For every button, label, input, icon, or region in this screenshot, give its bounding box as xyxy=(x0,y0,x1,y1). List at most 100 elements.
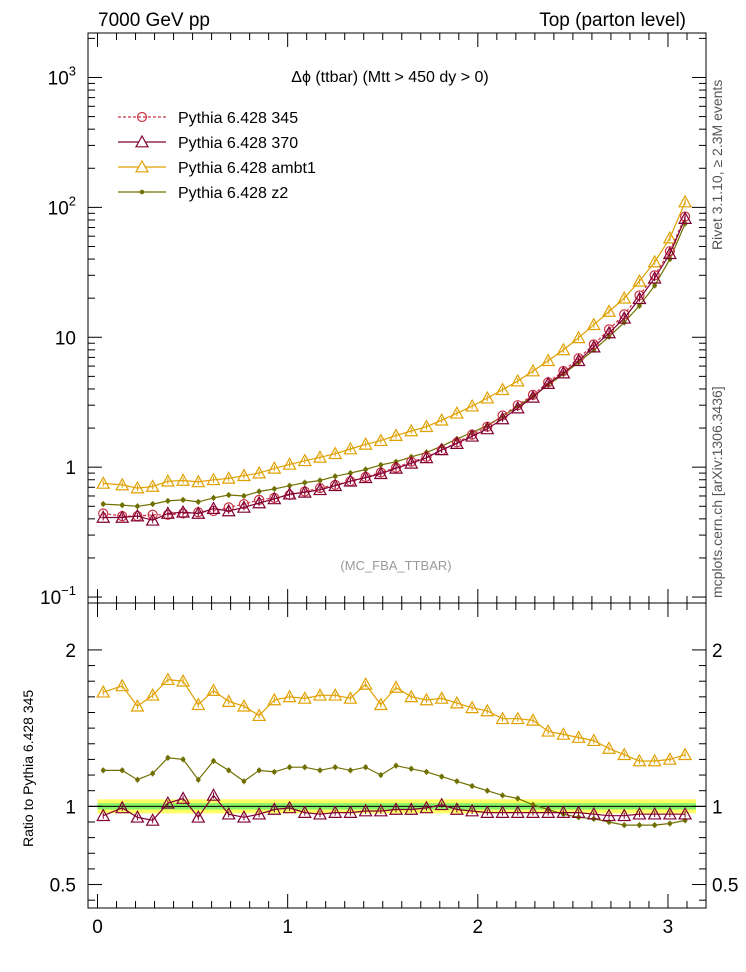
data-point xyxy=(373,697,388,711)
data-point xyxy=(115,510,130,523)
data-point xyxy=(297,691,312,704)
y-tick-label: 10 xyxy=(55,328,76,349)
data-point xyxy=(434,442,449,456)
data-point xyxy=(100,768,106,773)
data-point xyxy=(389,680,404,693)
data-point xyxy=(556,365,571,379)
data-point xyxy=(621,822,627,828)
data-point xyxy=(495,411,510,425)
data-point xyxy=(312,806,328,820)
data-point xyxy=(454,779,460,784)
data-point xyxy=(119,768,125,773)
data-point xyxy=(602,304,617,317)
data-point xyxy=(389,461,404,474)
data-point xyxy=(662,230,677,244)
data-point xyxy=(343,691,358,704)
data-point xyxy=(647,254,662,268)
data-point xyxy=(348,768,353,773)
data-point xyxy=(602,741,617,754)
data-point xyxy=(312,482,328,496)
data-point xyxy=(571,730,586,743)
data-point xyxy=(556,805,571,818)
data-point xyxy=(297,485,312,498)
x-tick-label: 0 xyxy=(92,917,103,938)
data-point xyxy=(115,800,130,814)
data-point xyxy=(525,390,540,403)
data-point xyxy=(378,462,384,468)
data-point xyxy=(287,764,292,770)
data-point xyxy=(378,772,384,778)
data-point xyxy=(647,270,662,284)
data-point xyxy=(312,688,328,701)
data-point xyxy=(165,498,171,504)
data-point xyxy=(389,802,404,815)
data-point xyxy=(556,342,571,356)
data-point xyxy=(662,246,677,260)
data-point xyxy=(678,806,693,820)
data-point xyxy=(637,303,642,308)
data-point xyxy=(328,478,343,492)
data-point xyxy=(165,755,171,761)
data-point xyxy=(328,805,343,818)
data-point xyxy=(662,806,677,820)
data-point xyxy=(221,806,236,820)
data-point xyxy=(256,768,262,773)
data-point xyxy=(211,758,216,764)
data-point xyxy=(647,753,662,767)
data-point xyxy=(195,777,201,783)
data-point xyxy=(221,471,236,484)
data-point xyxy=(419,800,434,814)
data-point xyxy=(160,473,175,487)
data-point xyxy=(662,752,677,765)
data-point xyxy=(328,688,343,701)
data-point xyxy=(541,724,556,737)
data-point xyxy=(393,763,399,768)
data-point xyxy=(135,777,140,783)
data-point xyxy=(632,274,647,287)
data-point xyxy=(267,461,282,474)
data-point xyxy=(206,472,221,486)
data-point xyxy=(191,697,206,711)
data-point xyxy=(617,808,632,822)
rivet-version-label: Rivet 3.1.10, ≥ 2.3M events xyxy=(709,80,725,250)
ratio-y-tick-label: 0.5 xyxy=(50,876,76,897)
data-point xyxy=(495,711,510,725)
data-point xyxy=(434,797,449,811)
data-point xyxy=(678,194,693,208)
data-point xyxy=(556,727,571,740)
ratio-y-tick-label-right: 1 xyxy=(712,797,723,818)
legend: Pythia 6.428 345 Pythia 6.428 370 Pythia 6… xyxy=(118,110,316,202)
mcplots-label: mcplots.cern.ch [arXiv:1306.3436] xyxy=(709,386,725,598)
data-point xyxy=(135,503,140,509)
data-point xyxy=(332,474,338,479)
data-point xyxy=(221,694,236,707)
data-point xyxy=(373,803,388,817)
data-point xyxy=(236,500,251,513)
main-panel: 10−1 1 10 102 103 xyxy=(40,32,707,609)
data-point xyxy=(586,806,601,820)
data-point xyxy=(480,390,495,404)
data-point xyxy=(160,795,175,809)
data-point xyxy=(525,363,540,377)
data-point xyxy=(465,429,480,442)
data-point xyxy=(617,311,632,324)
data-point xyxy=(480,703,495,717)
data-point xyxy=(449,802,464,815)
data-point xyxy=(206,788,221,801)
data-point xyxy=(282,486,297,500)
data-point xyxy=(160,672,175,686)
x-tick-label: 1 xyxy=(282,917,293,938)
data-point xyxy=(586,733,601,747)
data-point xyxy=(510,805,525,818)
data-point xyxy=(515,796,521,801)
data-point xyxy=(373,433,388,447)
data-point xyxy=(130,480,145,494)
data-point xyxy=(404,689,419,703)
analysis-label: (MC_FBA_TTBAR) xyxy=(340,558,451,573)
data-point xyxy=(343,473,358,487)
data-point xyxy=(434,412,449,426)
data-point xyxy=(191,506,206,519)
x-tick-label: 3 xyxy=(663,917,674,938)
data-point xyxy=(632,753,647,767)
data-point xyxy=(236,810,251,823)
